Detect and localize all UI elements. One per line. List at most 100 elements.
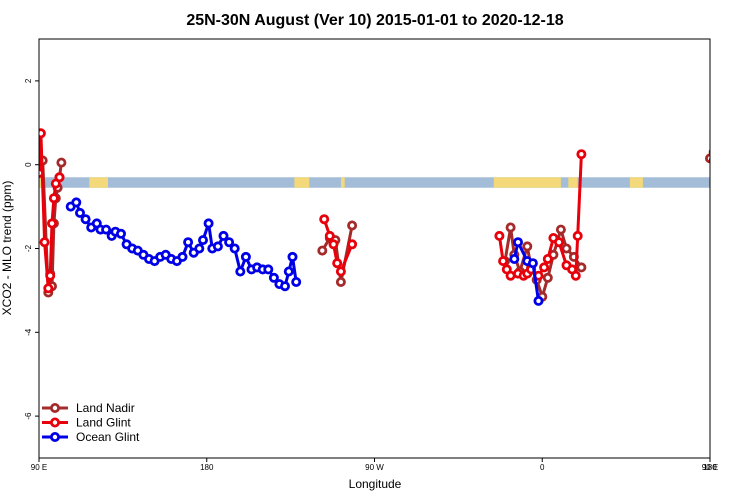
land-band-segment	[493, 177, 561, 188]
data-point-land-glint	[721, 172, 728, 179]
x-tick-label: 180	[703, 463, 717, 472]
data-point-ocean-glint	[194, 243, 205, 254]
data-point-land-glint	[494, 230, 505, 241]
data-point-land-nadir	[708, 148, 710, 156]
data-point-ocean-glint	[229, 243, 240, 254]
data-point-land-glint	[39, 128, 46, 139]
data-point-land-nadir	[719, 157, 726, 164]
data-point-land-glint	[731, 239, 738, 246]
data-point-ocean-glint	[183, 237, 194, 248]
data-point-land-glint	[539, 262, 550, 273]
y-tick-label: -6	[24, 412, 33, 420]
data-point-land-glint	[714, 161, 721, 168]
data-point-land-glint	[734, 285, 741, 292]
data-point-ocean-glint	[509, 253, 520, 264]
legend-item-land-nadir: Land Nadir	[42, 401, 135, 415]
x-tick-label: 180	[200, 463, 214, 472]
data-point-land-glint	[47, 218, 58, 229]
y-tick-label: -4	[24, 328, 33, 336]
series-land-glint	[39, 128, 750, 294]
data-point-land-nadir	[505, 222, 516, 233]
data-point-land-glint	[576, 149, 587, 160]
legend-marker	[50, 417, 61, 428]
data-point-land-glint	[572, 230, 583, 241]
y-axis-label: XCO2 - MLO trend (ppm)	[0, 181, 14, 316]
land-band-segment	[340, 177, 345, 188]
data-point-land-glint	[48, 193, 59, 204]
data-point-ocean-glint	[177, 251, 188, 262]
data-point-land-nadir	[725, 155, 732, 162]
data-point-ocean-glint	[527, 258, 538, 269]
data-point-land-glint	[324, 230, 335, 241]
data-point-ocean-glint	[212, 241, 223, 252]
data-point-ocean-glint	[197, 235, 208, 246]
data-point-land-nadir	[734, 270, 741, 277]
legend-label: Land Nadir	[76, 401, 135, 415]
data-point-land-glint	[554, 237, 565, 248]
data-point-land-glint	[746, 174, 750, 181]
data-point-land-nadir	[317, 245, 328, 256]
data-point-ocean-glint	[80, 214, 91, 225]
data-point-land-glint	[347, 239, 358, 250]
data-point-ocean-glint	[101, 224, 112, 235]
data-point-land-nadir	[736, 283, 743, 290]
data-point-land-nadir	[733, 289, 740, 296]
data-point-land-glint	[736, 272, 743, 279]
series-line-land-glint	[39, 131, 61, 290]
data-point-ocean-glint	[235, 266, 246, 277]
series-line-land-glint	[714, 133, 749, 288]
data-point-land-nadir	[347, 220, 358, 231]
legend-item-ocean-glint: Ocean Glint	[42, 430, 140, 444]
chart-title: 25N-30N August (Ver 10) 2015-01-01 to 20…	[186, 12, 563, 29]
data-point-land-nadir	[335, 276, 346, 287]
data-point-land-nadir	[740, 220, 747, 227]
data-point-land-glint	[727, 130, 734, 137]
data-point-ocean-glint	[75, 207, 86, 218]
x-tick-label: 0	[540, 463, 545, 472]
data-point-ocean-glint	[287, 251, 298, 262]
data-point-ocean-glint	[513, 237, 524, 248]
land-ocean-band	[39, 177, 710, 188]
data-point-land-nadir	[56, 157, 67, 168]
data-point-ocean-glint	[218, 230, 229, 241]
land-band-segment	[294, 177, 310, 188]
data-point-ocean-glint	[203, 218, 214, 229]
data-point-ocean-glint	[533, 295, 544, 306]
data-point-ocean-glint	[263, 264, 274, 275]
data-point-land-glint	[39, 237, 50, 248]
data-point-ocean-glint	[279, 281, 290, 292]
data-point-ocean-glint	[240, 251, 251, 262]
data-point-land-glint	[570, 270, 581, 281]
legend-marker	[50, 431, 61, 442]
data-point-ocean-glint	[291, 276, 302, 287]
data-point-land-glint	[43, 283, 54, 294]
data-point-land-glint	[742, 195, 749, 202]
data-point-ocean-glint	[116, 228, 127, 239]
land-band-segment	[568, 177, 578, 188]
x-tick-label: 90 W	[365, 463, 384, 472]
data-point-land-nadir	[542, 272, 553, 283]
data-point-land-glint	[738, 220, 745, 227]
x-tick-label: 90 E	[702, 463, 718, 472]
data-point-land-nadir	[576, 262, 587, 273]
data-point-land-nadir	[721, 170, 728, 177]
y-tick-label: 2	[24, 78, 33, 83]
land-band-segment	[89, 177, 108, 188]
data-point-land-nadir	[746, 184, 750, 191]
data-point-land-glint	[332, 258, 343, 269]
data-point-land-nadir	[522, 241, 533, 252]
data-point-land-nadir	[561, 243, 572, 254]
data-point-land-glint	[542, 253, 553, 264]
series-land-nadir	[39, 148, 750, 302]
ocean-band	[39, 177, 710, 188]
y-tick-label: -2	[24, 244, 33, 252]
data-point-land-glint	[319, 214, 330, 225]
legend-label: Land Glint	[76, 416, 131, 430]
x-tick-label: 90 E	[31, 463, 47, 472]
data-point-land-nadir	[744, 195, 750, 202]
data-point-ocean-glint	[224, 237, 235, 248]
y-axis: 2 0 -2 -4 -6	[24, 78, 39, 420]
